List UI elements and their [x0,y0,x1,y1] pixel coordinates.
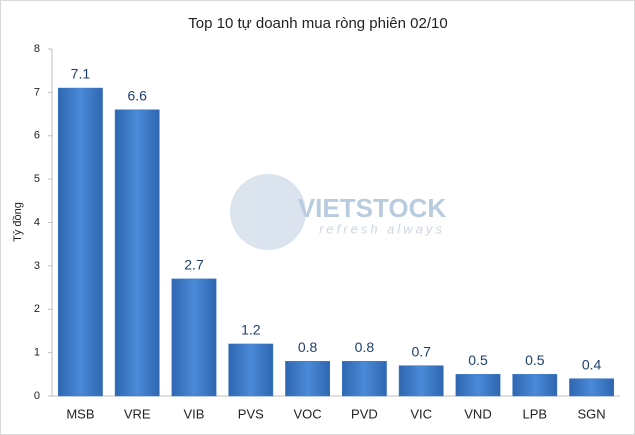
bar [114,109,160,397]
data-label: 0.7 [411,343,431,359]
data-label: 0.5 [525,352,545,368]
y-axis-label: Tỷ đồng [12,202,24,242]
x-tick-label: VOC [294,406,322,421]
watermark-tagline: refresh always [319,221,445,236]
x-tick-label: VIB [184,406,205,421]
x-tick-label: VND [464,406,491,421]
data-label: 0.8 [355,339,375,355]
y-tick-label: 1 [34,347,40,359]
bar [341,361,387,397]
bar [285,361,331,397]
data-label: 0.8 [298,339,318,355]
bar [57,87,103,397]
x-tick-label: SGN [578,406,606,421]
y-tick-label: 3 [34,260,40,272]
y-tick-label: 2 [34,303,40,315]
x-tick-label: PVD [351,406,378,421]
data-label: 0.4 [582,356,602,372]
y-tick-label: 7 [34,86,40,98]
x-tick-label: LPB [523,406,548,421]
bar [228,343,274,397]
chart-title: Top 10 tự doanh mua ròng phiên 02/10 [188,15,447,32]
watermark-logo [230,174,306,250]
bar [171,278,217,397]
bar [398,365,444,397]
data-label: 0.5 [468,352,488,368]
watermark: VIETSTOCK refresh always [230,174,446,250]
y-tick-label: 8 [34,43,40,55]
watermark-text: VIETSTOCK [298,193,447,223]
x-tick-label: PVS [238,406,264,421]
data-label: 6.6 [127,87,147,103]
bar [569,378,615,397]
data-label: 2.7 [184,257,204,273]
y-tick-label: 5 [34,173,40,185]
x-tick-label: VIC [410,406,432,421]
y-tick-label: 0 [34,390,40,402]
x-tick-label: VRE [124,406,151,421]
y-tick-label: 4 [34,216,40,228]
x-tick-label: MSB [66,406,94,421]
data-label: 7.1 [71,66,91,82]
bar [512,374,558,397]
y-tick-label: 6 [34,130,40,142]
data-label: 1.2 [241,322,261,338]
bar [455,374,501,397]
